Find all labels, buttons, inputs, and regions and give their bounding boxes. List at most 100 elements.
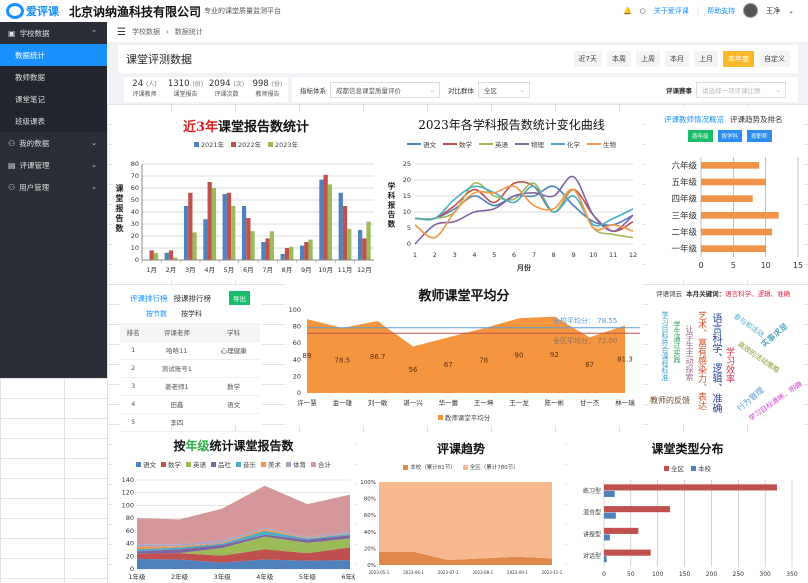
time-button[interactable]: 上月 bbox=[694, 51, 718, 67]
sidebar-item-review-mgmt[interactable]: ▤ 评课管理 ⌄ bbox=[0, 154, 107, 176]
tab-trend-ranking[interactable]: 评课趋势及排名 bbox=[730, 115, 783, 124]
group-select[interactable]: 全区 ⌄ bbox=[478, 81, 530, 98]
circle-icon[interactable]: ○ bbox=[639, 6, 646, 15]
word-cloud-word: 语言科学、逻辑、准确 bbox=[710, 313, 721, 413]
table-cell: 2 bbox=[120, 359, 147, 378]
x-tick-label: 1月 bbox=[146, 266, 157, 274]
y-tick-label: 60 bbox=[131, 184, 139, 192]
y-tick-label: 140 bbox=[122, 476, 134, 484]
sidebar-item-school-data[interactable]: ▣ 学校数据 ⌃ bbox=[0, 22, 107, 44]
x-tick-label: 2023-05-1 bbox=[369, 570, 390, 575]
by-grade-button[interactable]: 按年级 bbox=[688, 130, 713, 142]
sidebar-item-my-data[interactable]: ⚇ 我的数据 ⌄ bbox=[0, 132, 107, 154]
menu-icon[interactable]: ☰ bbox=[117, 26, 126, 38]
y-tick-label: 60 bbox=[293, 339, 301, 347]
bell-icon[interactable]: 🔔 bbox=[622, 6, 632, 15]
legend-swatch bbox=[462, 464, 468, 470]
sidebar-item-teacher-data[interactable]: 教师数据 bbox=[0, 66, 107, 88]
x-tick-label: 4 bbox=[472, 251, 476, 259]
about-link[interactable]: 关于爱评课 bbox=[653, 6, 689, 15]
stat-unit: (次) bbox=[233, 81, 245, 88]
table-row[interactable]: 5 李四 bbox=[120, 413, 260, 432]
x-tick-label: 6年级 bbox=[341, 572, 355, 581]
index-select[interactable]: 成都信息课堂质量评价 ⌄ bbox=[330, 81, 440, 98]
time-button[interactable]: 本周 bbox=[607, 51, 631, 67]
table-row[interactable]: 3 姜老师1 数学 bbox=[120, 377, 260, 396]
x-tick-label: 350 bbox=[786, 571, 798, 578]
time-button[interactable]: 近7天 bbox=[573, 51, 602, 67]
x-tick-label: 9月 bbox=[301, 266, 312, 274]
x-tick-label: 许一慧 bbox=[297, 398, 317, 407]
chart-title: 课堂类型分布 bbox=[651, 442, 724, 456]
breadcrumb-item[interactable]: 学校数据 bbox=[131, 28, 160, 36]
user-name[interactable]: 王净 bbox=[766, 6, 781, 15]
avatar[interactable] bbox=[743, 3, 759, 18]
stat-item: 2094 (次) 评课次数 bbox=[206, 77, 247, 102]
sidebar-item-label: 数据统计 bbox=[15, 50, 45, 60]
sidebar-item-user-mgmt[interactable]: ⚇ 用户管理 ⌄ bbox=[0, 176, 107, 198]
tab-teaching-ranking[interactable]: 授课排行榜 bbox=[173, 293, 212, 303]
bar-2023年-4月 bbox=[211, 188, 217, 260]
tab-by-subject[interactable]: 按学科 bbox=[181, 310, 202, 318]
bar-2021年-4月 bbox=[203, 219, 208, 260]
table-row[interactable]: 2 测试账号1 bbox=[120, 359, 260, 378]
legend-item: 品社 bbox=[211, 459, 231, 469]
sidebar-item-data-stats[interactable]: 数据统计 bbox=[0, 44, 107, 66]
sidebar-item-class-schedule[interactable]: 班级课表 bbox=[0, 110, 107, 132]
bar-2023年-3月 bbox=[192, 232, 197, 260]
table-row[interactable]: 1 哈哈11 心理健康 bbox=[120, 341, 260, 360]
time-button[interactable]: 本月 bbox=[665, 51, 689, 67]
table-cell bbox=[207, 359, 260, 378]
y-tick-label: 60% bbox=[364, 513, 376, 519]
x-tick-label: 5 bbox=[492, 251, 496, 259]
word-cloud-word: 学生通过实践 bbox=[673, 321, 681, 363]
word-cloud-word: 让学生主动探索 bbox=[685, 325, 694, 381]
bar-本校-练习型 bbox=[604, 490, 615, 497]
y-tick-label: 三年级 bbox=[671, 210, 697, 221]
tab-review-ranking[interactable]: 评课排行榜 bbox=[130, 293, 168, 303]
data-label: 92 bbox=[550, 351, 559, 359]
y-axis-label: 课堂报告数 bbox=[115, 184, 124, 234]
x-tick-label: 10 bbox=[589, 251, 597, 259]
word-cloud-word: 艺术、富有感染力、表达 bbox=[696, 311, 706, 410]
tab-teacher-overview[interactable]: 评课教师情况概览 bbox=[664, 115, 724, 124]
time-button-active[interactable]: 本年度 bbox=[723, 51, 754, 67]
x-tick-label: 3年级 bbox=[214, 572, 232, 581]
y-tick-label: 二年级 bbox=[671, 227, 697, 238]
table-row[interactable]: 4 田鑫 语文 bbox=[120, 395, 260, 414]
bar-2023年-1月 bbox=[153, 252, 159, 260]
bar-2022年-4月 bbox=[207, 182, 212, 260]
sidebar-item-class-notes[interactable]: 课堂笔记 bbox=[0, 88, 107, 110]
chart-title: 2023年各学科报告数统计变化曲线 bbox=[418, 118, 605, 132]
chevron-down-icon[interactable]: ⌄ bbox=[788, 6, 794, 15]
x-tick-label: 12月 bbox=[357, 266, 372, 274]
x-tick-label: 300 bbox=[759, 571, 771, 578]
x-tick-label: 0 bbox=[698, 261, 703, 270]
legend-item: 体育 bbox=[286, 459, 306, 469]
y-tick-label: 0 bbox=[135, 256, 139, 264]
export-button[interactable]: 导出 bbox=[229, 291, 250, 305]
x-tick-label: 5月 bbox=[224, 266, 235, 274]
contest-select[interactable]: 请选择一项评课比赛 ⌄ bbox=[696, 81, 786, 98]
sidebar-item-label: 教师数据 bbox=[15, 72, 45, 82]
bar-2023年-5月 bbox=[231, 206, 236, 260]
review-trend-chart: 评课趋势 本校（累计81节） 全区（累计780节） 0% 20% 40% 60% 80% 1… bbox=[357, 432, 565, 583]
x-tick-label: 50 bbox=[627, 571, 635, 578]
bar-本校-混合型 bbox=[604, 512, 616, 519]
chart-title: 统计课堂报告数 bbox=[209, 439, 294, 453]
slogan: 专业的课堂质量监测平台 bbox=[204, 7, 282, 15]
area-series bbox=[307, 316, 625, 393]
by-title-button[interactable]: 按职称 bbox=[747, 130, 772, 142]
reference-value: 78.55 bbox=[597, 317, 618, 325]
legend-label: 物理 bbox=[531, 141, 544, 149]
by-subject-button[interactable]: 按学科 bbox=[717, 130, 743, 142]
legend-label: 合计 bbox=[318, 461, 331, 469]
logo-text: 爱评课 bbox=[26, 5, 59, 18]
time-button[interactable]: 上周 bbox=[636, 51, 660, 67]
help-link[interactable]: 帮助支持 bbox=[707, 6, 736, 15]
select-value: 全区 bbox=[484, 86, 497, 95]
bar-2022年-6月 bbox=[246, 218, 251, 260]
time-button[interactable]: 自定义 bbox=[759, 51, 790, 67]
logo[interactable]: 爱评课 bbox=[6, 3, 59, 19]
tab-by-count[interactable]: 按节数 bbox=[146, 310, 167, 318]
